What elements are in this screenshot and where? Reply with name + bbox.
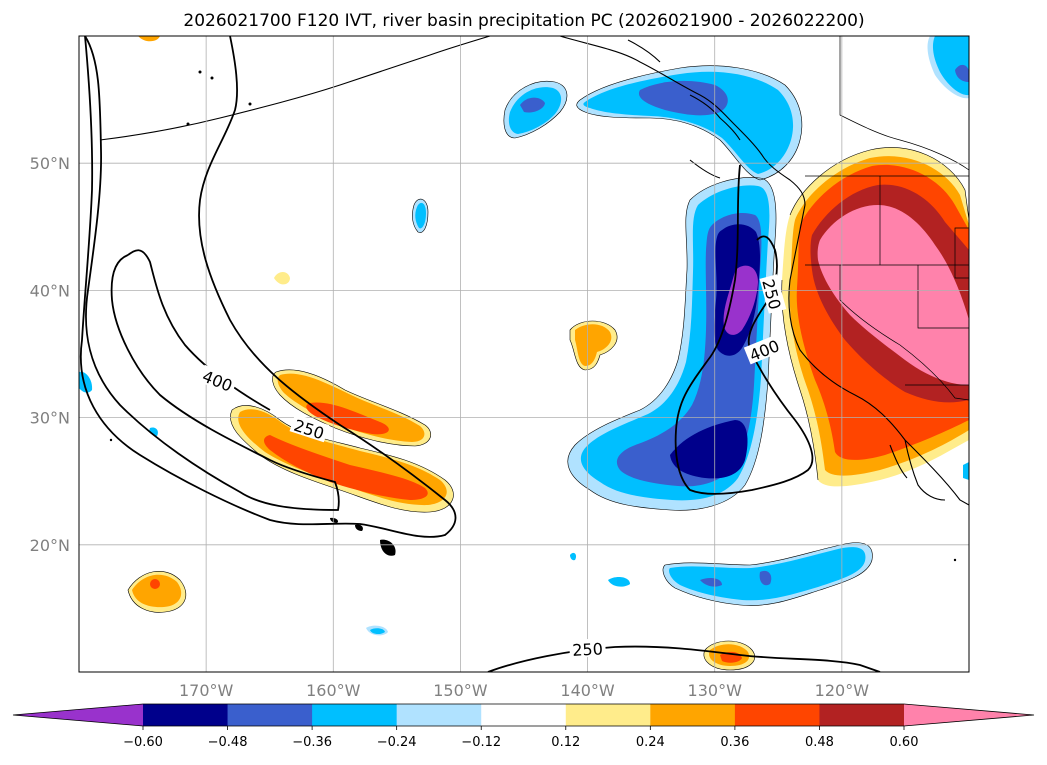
- colorbar-segment: [312, 704, 398, 726]
- lon-tick-label: 160°W: [306, 681, 361, 700]
- colorbar-segment: [481, 704, 567, 726]
- lon-tick-label: 130°W: [688, 681, 743, 700]
- ivt-contour-label-bg: [569, 638, 606, 659]
- anomaly-outlines: [127, 65, 969, 671]
- colorbar-tick-label: 0.12: [551, 735, 580, 750]
- map-frame: [78, 35, 970, 673]
- lon-tick-label: 140°W: [560, 681, 615, 700]
- latitude-tick-labels: 20°N 30°N 40°N 50°N: [30, 154, 70, 555]
- ivt-contour-400-west: [84, 36, 340, 511]
- colorbar-tick-label: −0.24: [377, 735, 417, 750]
- colorbar-tick-labels: −0.60 −0.48 −0.36 −0.24 −0.12 0.12 0.24 0.36 0.4…: [123, 726, 918, 750]
- colorbar-segment: [143, 704, 229, 726]
- colorbar-segment: [227, 704, 313, 726]
- negative-anomaly-southern-band: [79, 36, 969, 636]
- ivt-contour-label: 250: [569, 638, 606, 660]
- colorbar-tick-label: 0.60: [890, 735, 919, 750]
- colorbar-tick-label: 0.24: [636, 735, 665, 750]
- islands: [109, 70, 957, 562]
- colorbar-extend-high: [904, 704, 1034, 726]
- lon-tick-label: 150°W: [433, 681, 488, 700]
- colorbar-tick-label: −0.48: [208, 735, 248, 750]
- ivt-contour-250-west: [80, 36, 457, 538]
- negative-anomaly-west-coast: [567, 177, 777, 511]
- ivt-contour-label-text: 250: [572, 639, 603, 660]
- colorbar-segment: [734, 704, 820, 726]
- coastlines: [99, 36, 969, 506]
- colorbar-segment: [565, 704, 651, 726]
- ivt-contour-label-bg: [743, 334, 784, 365]
- lat-tick-label: 40°N: [30, 281, 70, 300]
- figure-title: 2026021700 F120 IVT, river basin precipi…: [183, 11, 864, 31]
- lat-tick-label: 20°N: [30, 536, 70, 555]
- positive-anomaly-west-us: [781, 147, 969, 487]
- colorbar-segment: [650, 704, 736, 726]
- colorbar-tick-label: −0.12: [461, 735, 501, 750]
- ivt-contour-label-bg: [289, 413, 330, 443]
- lat-tick-label: 30°N: [30, 409, 70, 428]
- lon-tick-label: 170°W: [179, 681, 234, 700]
- longitude-tick-labels: 170°W 160°W 150°W 140°W 130°W 120°W: [179, 681, 869, 700]
- ivt-contour-250-south: [487, 645, 881, 672]
- ivt-contour-400-east: [674, 164, 814, 495]
- colorbar-segment: [396, 704, 482, 726]
- grid-lines: [79, 36, 969, 672]
- colorbar-tick-label: −0.36: [292, 735, 332, 750]
- colorbar-segment: [819, 704, 905, 726]
- positive-anomaly-small-blobs: [128, 36, 755, 670]
- colorbar-tick-label: 0.36: [720, 735, 749, 750]
- lat-tick-label: 50°N: [30, 154, 70, 173]
- colorbar-extend-low: [13, 704, 143, 726]
- ivt-contour-label-bg: [197, 364, 239, 395]
- political-borders: [805, 36, 969, 401]
- colorbar: [12, 703, 1035, 727]
- lon-tick-label: 120°W: [815, 681, 870, 700]
- negative-anomaly-british-columbia: [503, 65, 802, 180]
- colorbar-tick-label: 0.48: [805, 735, 834, 750]
- positive-anomaly-subtropical: [230, 369, 454, 513]
- colorbar-tick-label: −0.60: [123, 735, 163, 750]
